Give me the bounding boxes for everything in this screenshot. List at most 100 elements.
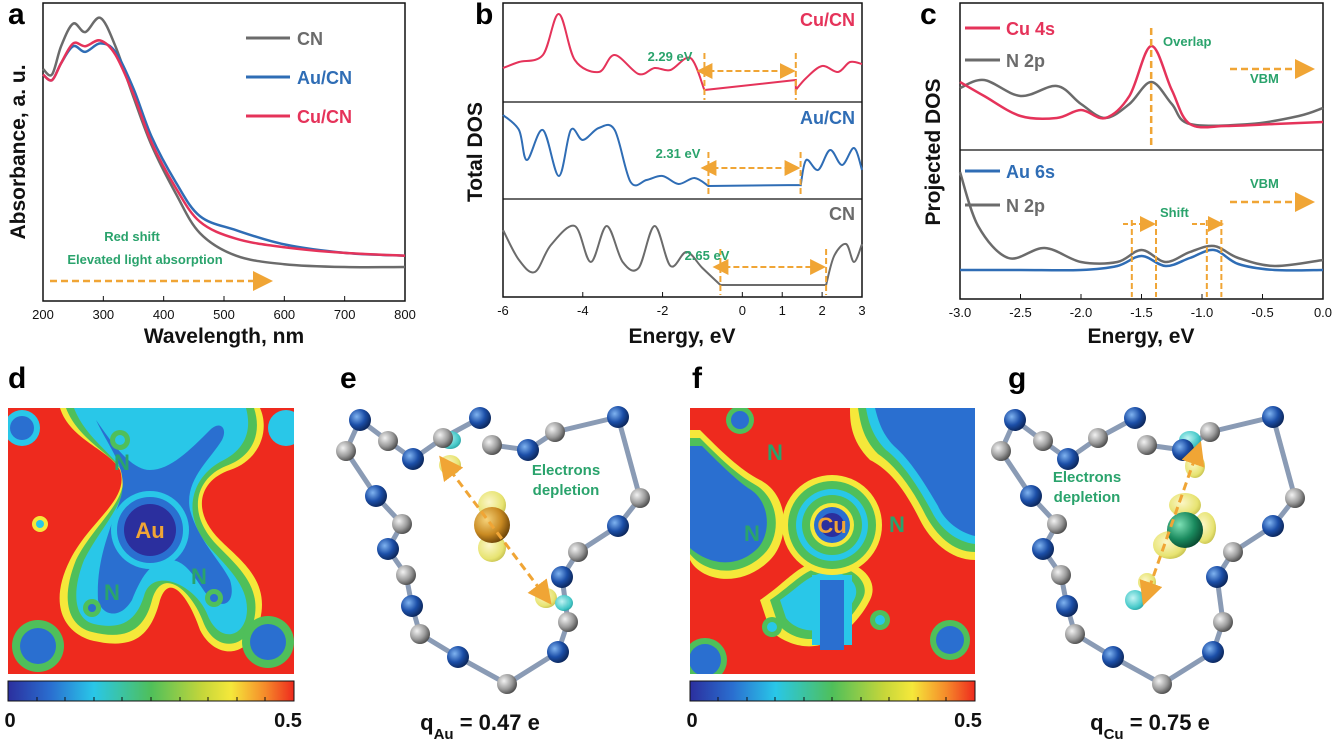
panel-g: g Electrons depletion qCu = 0.75 e <box>991 362 1305 743</box>
shift-label: Shift <box>1160 205 1190 220</box>
bond <box>615 414 643 501</box>
carbon-atom <box>558 612 578 632</box>
colorbar-min-f: 0 <box>686 710 697 732</box>
xtick-label-b: -6 <box>497 303 509 318</box>
nitrogen-atom <box>1020 485 1042 507</box>
carbon-atom <box>1137 435 1157 455</box>
nitrogen-atom <box>1262 515 1284 537</box>
panel-f: f <box>686 362 982 732</box>
plot-frame-c <box>959 2 1324 300</box>
carbon-atom <box>1065 624 1085 644</box>
carbon-atom <box>410 624 430 644</box>
xtick-label-c: -1.0 <box>1191 305 1213 320</box>
nitrogen-atom <box>1262 406 1284 428</box>
label-cucn-b: Cu/CN <box>800 10 855 30</box>
xtick-label-a: 500 <box>213 307 235 322</box>
note-red-shift: Red shift <box>104 229 160 244</box>
panel-label-a: a <box>8 0 25 31</box>
legend-label-cucn: Cu/CN <box>297 107 352 127</box>
pdos-cu4s <box>959 44 1324 129</box>
carbon-atom <box>1047 514 1067 534</box>
nitrogen-atom <box>1057 448 1079 470</box>
carbon-atom <box>433 428 453 448</box>
dos-line-cn <box>502 224 863 286</box>
colorbar-ticks-d <box>36 697 266 701</box>
legend-label-n2p-bot: N 2p <box>1006 196 1045 216</box>
overlap-label: Overlap <box>1163 34 1211 49</box>
series-line-cucn <box>42 39 406 257</box>
pdos-n2p-top <box>959 78 1324 128</box>
panel-c: c -3.0 -2.5 -2.0 -1.5 -1.0 -0.5 0.0 Energy, eV… <box>920 0 1332 348</box>
carbon-atom <box>378 431 398 451</box>
panel-label-g: g <box>1008 362 1026 395</box>
label-aucn-b: Au/CN <box>800 108 855 128</box>
panel-a: a 200 300 400 500 600 700 800 Wavelength, nm A… <box>7 0 416 348</box>
charge-au: qAu = 0.47 e <box>420 710 540 743</box>
nitrogen-atom <box>1202 641 1224 663</box>
nitrogen-atom <box>547 641 569 663</box>
xtick-label-b: 3 <box>858 303 865 318</box>
xtick-label-c: -1.5 <box>1130 305 1152 320</box>
atom-label-n1-f: N <box>767 440 783 465</box>
atom-label-n3-d: N <box>191 564 207 589</box>
panel-label-d: d <box>8 362 26 395</box>
gap-cn: 2.65 eV <box>685 248 730 263</box>
xtick-label-a: 300 <box>92 307 114 322</box>
xlabel-b: Energy, eV <box>629 325 736 348</box>
legend-a: CN Au/CN Cu/CN <box>246 29 352 127</box>
pdos-au6s <box>960 248 1324 272</box>
nitrogen-atom <box>447 646 469 668</box>
atom-label-n1-d: N <box>114 450 130 475</box>
xtick-label-c: 0.0 <box>1314 305 1332 320</box>
panel-label-b: b <box>475 0 493 31</box>
atom-label-n2-d: N <box>104 580 120 605</box>
note-e-line1: Electrons <box>532 462 600 479</box>
series-group-b <box>502 12 863 295</box>
metal-atom <box>1167 512 1203 548</box>
carbon-atom <box>1051 565 1071 585</box>
nitrogen-atom <box>1004 409 1026 431</box>
xlabel-a: Wavelength, nm <box>144 325 304 348</box>
panel-d: d Au N N N <box>4 362 301 732</box>
elf-map-cu <box>690 408 975 674</box>
bond <box>1270 414 1298 501</box>
depletion-arrow <box>439 455 552 605</box>
nitrogen-atom <box>402 448 424 470</box>
carbon-atom <box>482 435 502 455</box>
note-g-line1: Electrons <box>1053 469 1121 486</box>
atom-label-n3-f: N <box>889 512 905 537</box>
gap-cucn: 2.29 eV <box>648 49 693 64</box>
xtick-label-a: 600 <box>273 307 295 322</box>
panel-label-c: c <box>920 0 937 31</box>
carbon-atom <box>1152 674 1172 694</box>
molecule-cu <box>991 406 1305 694</box>
nitrogen-atom <box>551 566 573 588</box>
elf-map-au <box>8 408 294 674</box>
carbon-atom <box>568 542 588 562</box>
xticks-b: -6 -4 -2 0 1 2 3 <box>497 292 866 318</box>
xtick-label-b: -4 <box>577 303 589 318</box>
ylabel-a: Absorbance, a. u. <box>7 64 30 239</box>
atom-label-n2-f: N <box>744 521 760 546</box>
nitrogen-atom <box>1056 595 1078 617</box>
xticks-a: 200 300 400 500 600 700 800 <box>32 296 416 322</box>
xtick-label-a: 200 <box>32 307 54 322</box>
carbon-atom <box>392 514 412 534</box>
colorbar-max-f: 0.5 <box>954 710 982 732</box>
molecule-au <box>336 406 650 694</box>
carbon-atom <box>1200 422 1220 442</box>
nitrogen-atom <box>349 409 371 431</box>
xtick-label-b: 0 <box>739 303 746 318</box>
legend-label-au6s: Au 6s <box>1006 162 1055 182</box>
xtick-label-c: -0.5 <box>1251 305 1273 320</box>
xtick-label-c: -2.5 <box>1009 305 1031 320</box>
ylabel-b: Total DOS <box>464 102 487 202</box>
xtick-label-b: 2 <box>818 303 825 318</box>
carbon-atom <box>991 441 1011 461</box>
series-group-a <box>42 16 406 269</box>
panel-b: b -6 -4 -2 0 1 2 3 Energy, eV Total DOS Cu/CN … <box>464 0 866 348</box>
nitrogen-atom <box>517 439 539 461</box>
xtick-label-a: 800 <box>394 307 416 322</box>
atom-label-au: Au <box>135 518 164 543</box>
nitrogen-atom <box>401 595 423 617</box>
